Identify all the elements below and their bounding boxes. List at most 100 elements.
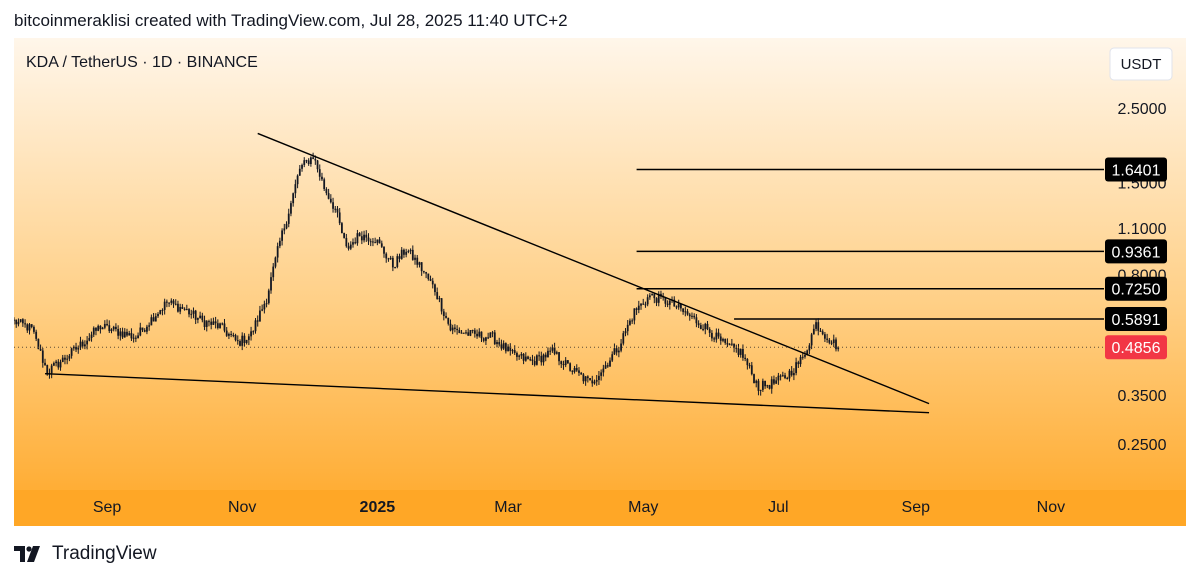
- candle[interactable]: [68, 353, 71, 362]
- candle[interactable]: [418, 261, 421, 268]
- candle[interactable]: [358, 232, 361, 237]
- candle[interactable]: [183, 307, 186, 311]
- candle[interactable]: [826, 333, 829, 343]
- candle[interactable]: [139, 322, 142, 337]
- candle[interactable]: [327, 188, 330, 200]
- candle[interactable]: [194, 309, 197, 325]
- candle[interactable]: [301, 163, 303, 172]
- candle[interactable]: [150, 314, 153, 326]
- candle[interactable]: [338, 208, 341, 226]
- candle[interactable]: [684, 306, 687, 317]
- candle[interactable]: [538, 351, 540, 361]
- candle[interactable]: [15, 319, 18, 328]
- candle[interactable]: [374, 237, 377, 244]
- candle[interactable]: [323, 177, 326, 191]
- candle[interactable]: [564, 357, 567, 368]
- candle[interactable]: [14, 317, 15, 325]
- candle[interactable]: [792, 368, 795, 381]
- candle[interactable]: [646, 294, 649, 307]
- candle[interactable]: [489, 332, 492, 338]
- candle[interactable]: [281, 228, 283, 246]
- candle[interactable]: [682, 308, 685, 315]
- candle[interactable]: [653, 292, 656, 304]
- candle[interactable]: [473, 328, 476, 338]
- candle[interactable]: [784, 372, 786, 380]
- candle[interactable]: [219, 322, 221, 329]
- candle[interactable]: [781, 371, 784, 377]
- candle[interactable]: [480, 331, 483, 342]
- candle[interactable]: [766, 384, 769, 389]
- candle[interactable]: [157, 312, 159, 318]
- candle[interactable]: [560, 360, 563, 369]
- candle[interactable]: [542, 353, 545, 366]
- candle[interactable]: [283, 223, 286, 235]
- candle[interactable]: [555, 350, 558, 355]
- candle[interactable]: [196, 317, 199, 324]
- candle[interactable]: [325, 187, 328, 196]
- candle[interactable]: [553, 342, 556, 356]
- candle[interactable]: [531, 354, 534, 366]
- candle[interactable]: [192, 307, 195, 319]
- candle[interactable]: [245, 339, 248, 345]
- candle[interactable]: [644, 301, 647, 308]
- candle[interactable]: [828, 337, 831, 345]
- candle[interactable]: [316, 159, 319, 173]
- candle[interactable]: [420, 262, 423, 276]
- candle[interactable]: [516, 351, 518, 361]
- candle[interactable]: [97, 324, 100, 332]
- candle[interactable]: [757, 378, 760, 396]
- candle[interactable]: [163, 298, 166, 315]
- candle[interactable]: [467, 328, 470, 336]
- candle[interactable]: [95, 327, 97, 336]
- candle[interactable]: [185, 304, 188, 311]
- chart-panel[interactable]: 2.5000 1.5000 1.1000 0.8000 0.3500 0.2500 Sep…: [14, 38, 1186, 526]
- candle[interactable]: [278, 237, 281, 249]
- candle[interactable]: [143, 328, 146, 333]
- candle[interactable]: [606, 362, 609, 368]
- candle[interactable]: [72, 345, 75, 351]
- candle[interactable]: [677, 299, 680, 310]
- candle[interactable]: [30, 324, 33, 329]
- candle[interactable]: [347, 242, 350, 251]
- candle[interactable]: [24, 319, 26, 328]
- candle[interactable]: [403, 248, 405, 258]
- candle[interactable]: [768, 384, 771, 390]
- candle[interactable]: [790, 366, 793, 377]
- candle[interactable]: [726, 338, 729, 348]
- candle[interactable]: [276, 242, 279, 263]
- candle[interactable]: [44, 358, 46, 366]
- candle[interactable]: [174, 299, 177, 306]
- candle[interactable]: [407, 249, 410, 254]
- candle[interactable]: [203, 315, 206, 331]
- candle[interactable]: [216, 319, 219, 330]
- candle[interactable]: [535, 354, 538, 366]
- candle[interactable]: [148, 322, 151, 331]
- candle[interactable]: [529, 356, 532, 362]
- candle[interactable]: [79, 336, 82, 351]
- candle[interactable]: [61, 354, 64, 363]
- candle[interactable]: [50, 363, 53, 379]
- candle[interactable]: [290, 200, 292, 217]
- candle[interactable]: [243, 333, 246, 347]
- candle[interactable]: [33, 325, 35, 334]
- candle[interactable]: [83, 340, 86, 350]
- candle[interactable]: [307, 158, 310, 166]
- candle[interactable]: [739, 348, 742, 358]
- candle[interactable]: [285, 221, 288, 230]
- currency-button[interactable]: USDT: [1109, 47, 1173, 81]
- candle[interactable]: [52, 361, 55, 367]
- candle[interactable]: [225, 327, 228, 337]
- candle[interactable]: [799, 354, 802, 367]
- candle[interactable]: [165, 299, 168, 308]
- candle[interactable]: [586, 375, 589, 383]
- candle[interactable]: [99, 325, 102, 334]
- candle[interactable]: [779, 374, 782, 381]
- candle[interactable]: [134, 335, 137, 343]
- candle[interactable]: [702, 324, 704, 332]
- candle[interactable]: [17, 318, 20, 327]
- candle[interactable]: [190, 309, 193, 319]
- candle[interactable]: [378, 236, 381, 244]
- candle[interactable]: [569, 362, 572, 372]
- candle[interactable]: [345, 233, 348, 248]
